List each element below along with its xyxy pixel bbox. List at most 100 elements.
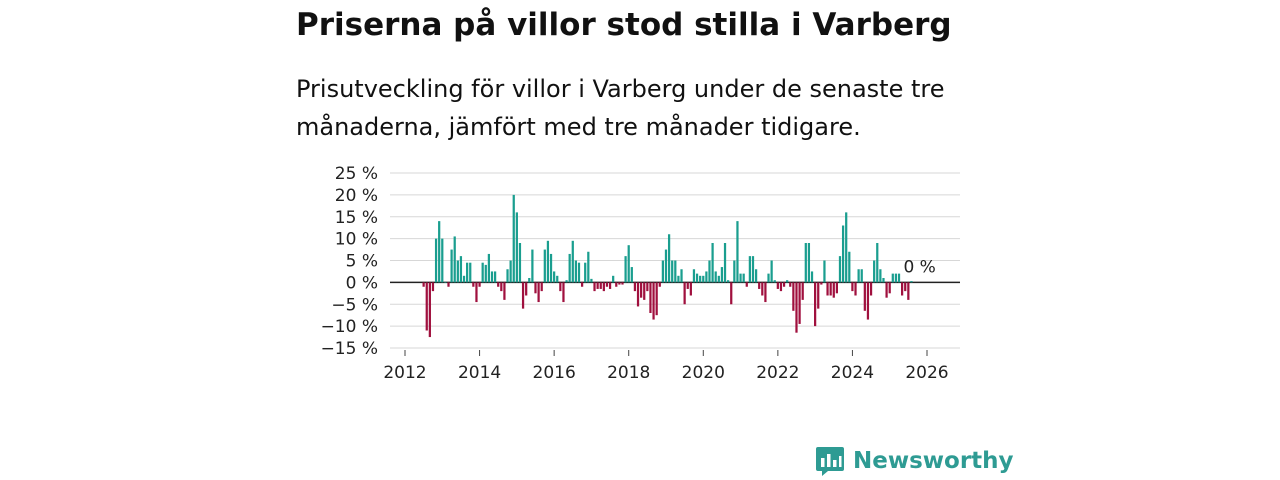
bar	[795, 282, 798, 333]
bar	[776, 282, 779, 289]
bar	[450, 249, 453, 283]
bar	[699, 275, 702, 283]
bar	[478, 282, 481, 287]
bars	[422, 194, 913, 338]
bar	[907, 282, 910, 300]
bar	[786, 280, 789, 283]
last-value-label: 0 %	[903, 257, 935, 277]
bar	[869, 282, 873, 296]
newsworthy-logo-icon	[816, 447, 844, 476]
bar	[910, 281, 913, 283]
bar	[863, 282, 866, 311]
x-tick-label: 2014	[458, 363, 501, 383]
bar	[593, 282, 596, 292]
chart-subtitle: Prisutveckling för villor i Varberg unde…	[296, 75, 945, 141]
bar	[848, 251, 851, 283]
bar	[481, 262, 484, 283]
bar	[528, 278, 531, 283]
bar	[543, 249, 546, 283]
bar	[596, 282, 599, 289]
bar	[857, 269, 860, 283]
bar	[683, 282, 686, 305]
bar	[646, 282, 649, 292]
bar	[475, 282, 478, 303]
bar	[428, 282, 431, 338]
bar	[441, 238, 444, 283]
bar	[562, 282, 565, 303]
bar	[801, 282, 804, 300]
bar	[882, 278, 885, 283]
bar	[453, 236, 456, 283]
bar	[615, 282, 618, 287]
bar	[807, 243, 811, 283]
bar	[466, 262, 469, 283]
bar	[894, 273, 898, 283]
bar	[537, 282, 540, 303]
x-tick-label: 2024	[831, 363, 874, 383]
y-tick-label: 20 %	[335, 186, 378, 206]
bar	[462, 275, 466, 283]
bar	[636, 282, 640, 307]
bar	[565, 280, 568, 283]
bar	[720, 267, 724, 283]
bar	[568, 253, 571, 283]
bar	[425, 282, 428, 331]
bar	[469, 262, 472, 283]
bar	[798, 282, 801, 324]
bar	[509, 260, 512, 283]
bar	[708, 260, 711, 283]
y-tick-label: 5 %	[346, 252, 378, 272]
bar	[434, 238, 438, 283]
y-tick-label: 25 %	[335, 164, 378, 184]
bar	[680, 269, 683, 283]
bar	[459, 256, 463, 283]
bar	[540, 282, 543, 292]
y-tick-label: 10 %	[335, 230, 378, 250]
bar	[748, 256, 751, 283]
bar	[618, 282, 621, 285]
bar	[835, 282, 838, 294]
bar	[584, 262, 587, 283]
bar	[717, 275, 720, 283]
bar	[512, 194, 515, 283]
bar	[661, 260, 665, 283]
bar	[422, 282, 425, 287]
brand-name: Newsworthy	[853, 448, 1014, 474]
bar	[823, 260, 826, 283]
bar	[873, 260, 876, 283]
bar	[789, 282, 792, 287]
bar	[472, 282, 475, 287]
bar	[885, 282, 888, 298]
bar	[751, 256, 755, 283]
bar	[664, 249, 668, 283]
bar	[901, 282, 904, 296]
x-tick-label: 2018	[607, 363, 650, 383]
bar	[758, 282, 761, 289]
bar	[876, 243, 879, 283]
bar	[860, 269, 863, 283]
bar	[484, 264, 487, 283]
bar	[897, 273, 901, 283]
bar	[487, 253, 491, 283]
bar	[534, 282, 537, 294]
bar	[730, 282, 733, 305]
bar	[497, 282, 500, 287]
y-tick-label: −15 %	[321, 339, 378, 359]
bar	[493, 271, 497, 283]
bar	[640, 282, 643, 298]
y-tick-label: 15 %	[335, 208, 378, 228]
bar-chart: 25 %20 %15 %10 %5 %0 %−5 %−10 %−15 % 201…	[321, 164, 960, 383]
bar	[714, 271, 717, 283]
bar	[667, 234, 671, 283]
bar	[689, 282, 692, 296]
bar	[854, 282, 857, 296]
bar	[820, 282, 823, 285]
bar	[599, 282, 602, 289]
bar	[832, 282, 835, 298]
bar	[630, 267, 633, 283]
x-axis: 2012 2014 2016 2018 2020 2022 2024 2026	[383, 350, 949, 383]
bar	[736, 221, 739, 283]
bar	[739, 273, 742, 283]
bar	[608, 282, 612, 289]
x-tick-label: 2012	[383, 363, 426, 383]
